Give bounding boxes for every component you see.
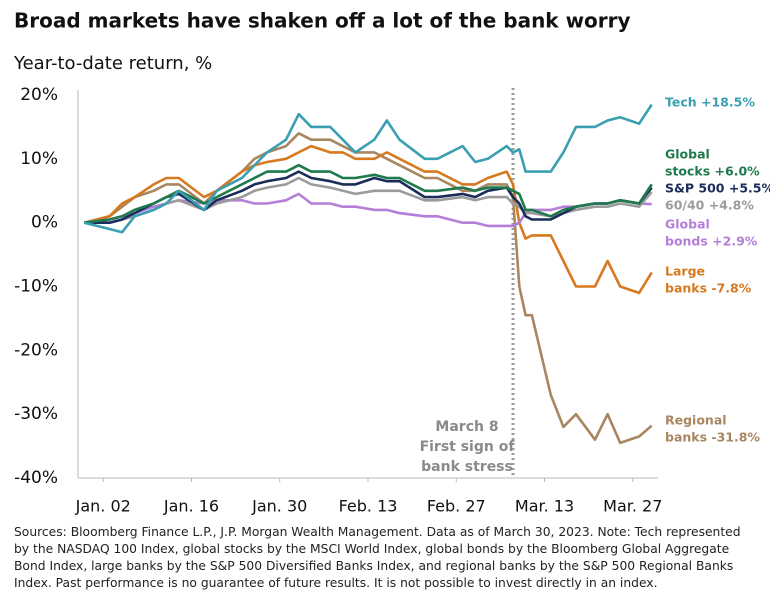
y-tick-label: -10%	[14, 277, 58, 297]
annotation-text: First sign of	[420, 439, 516, 455]
source-note: Sources: Bloomberg Finance L.P., J.P. Mo…	[14, 525, 741, 590]
x-tick-label: Feb. 27	[427, 497, 486, 516]
y-tick-label: 10%	[20, 149, 58, 169]
annotation-text: March 8	[435, 419, 498, 435]
chart-title: Broad markets have shaken off a lot of t…	[14, 9, 631, 33]
series-label: bonds +2.9%	[665, 234, 758, 249]
series-label: banks -7.8%	[665, 281, 752, 296]
series-label: stocks +6.0%	[665, 164, 760, 179]
series-line	[84, 163, 653, 224]
series-label: 60/40 +4.8%	[665, 198, 754, 213]
x-tick-label: Jan. 16	[163, 497, 219, 516]
x-tick-label: Jan. 30	[251, 497, 307, 516]
x-tick-label: Mar. 13	[515, 497, 574, 516]
series-label: S&P 500 +5.5%	[665, 181, 770, 196]
y-tick-label: -30%	[14, 404, 58, 424]
x-tick-label: Feb. 13	[339, 497, 398, 516]
series-label: Global	[665, 147, 710, 162]
series-line	[83, 132, 653, 445]
series-label: Large	[665, 264, 705, 279]
series-line	[83, 144, 653, 295]
x-tick-label: Mar. 27	[603, 497, 662, 516]
y-tick-label: -40%	[14, 468, 58, 488]
series-line	[84, 170, 653, 224]
chart: Broad markets have shaken off a lot of t…	[13, 9, 770, 516]
series-line	[83, 103, 653, 234]
series-label: banks -31.8%	[665, 430, 760, 445]
y-tick-label: 0%	[31, 213, 58, 233]
series-label: Global	[665, 217, 710, 232]
y-tick-label: 20%	[20, 85, 58, 105]
x-tick-label: Jan. 02	[75, 497, 131, 516]
series-label: Regional	[665, 413, 727, 428]
series-line	[84, 192, 652, 228]
annotation-text: bank stress	[421, 459, 513, 475]
series-label: Tech +18.5%	[665, 95, 755, 110]
chart-subtitle: Year-to-date return, %	[13, 53, 212, 74]
y-tick-label: -20%	[14, 340, 58, 360]
